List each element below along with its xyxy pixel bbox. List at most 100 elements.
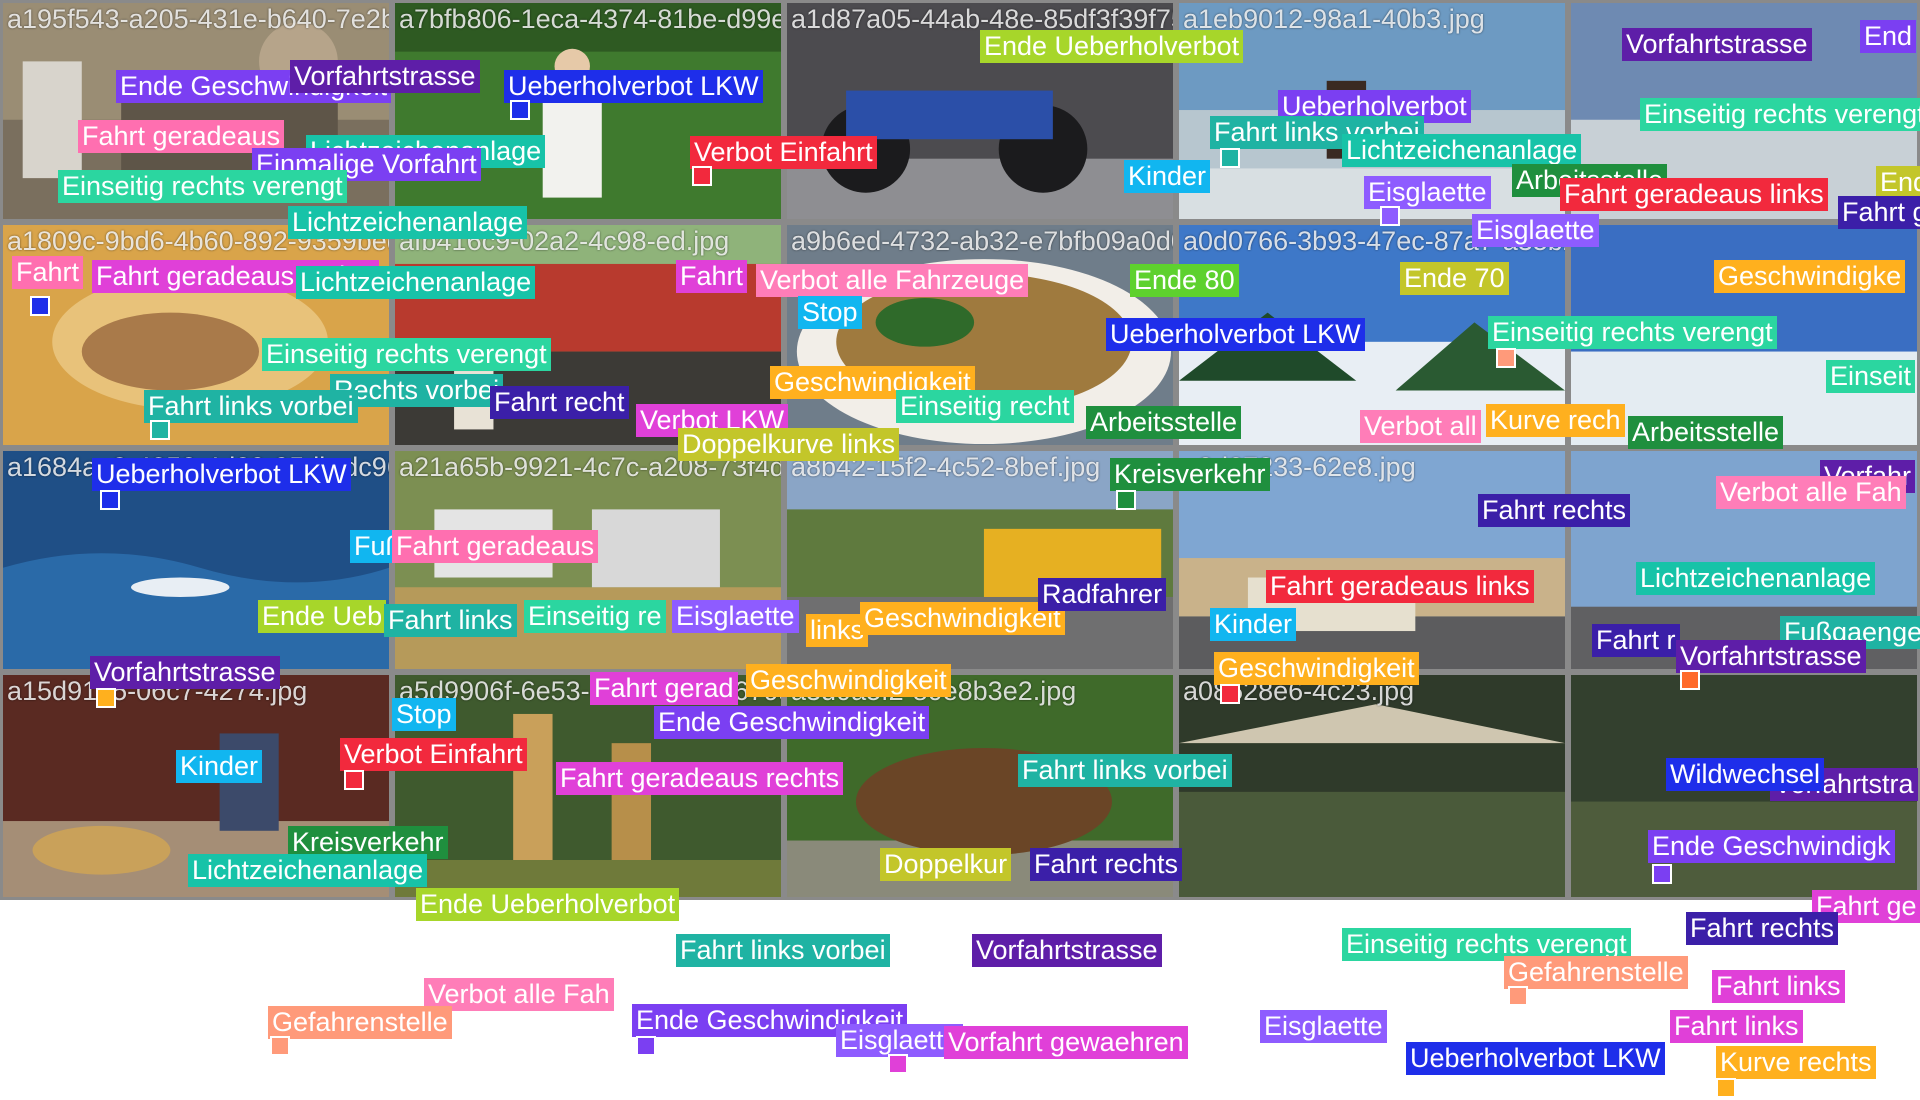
detection-label: links <box>806 614 869 647</box>
image-tile-2: a7bfb806-1eca-4374-81be-d99e664f1627.jpg <box>392 0 784 222</box>
traffic-sign-icon <box>1680 670 1700 690</box>
detection-label: Einseitig rechts verengt <box>1640 98 1920 131</box>
detection-label: Fahrt links <box>1712 970 1845 1003</box>
detection-label: Doppelkurve links <box>678 428 900 461</box>
detection-label: Eisglaette <box>672 600 799 633</box>
traffic-sign-icon <box>1380 206 1400 226</box>
detection-label: Fahrt g <box>1838 196 1920 229</box>
detection-label: Ende Geschwindigk <box>1648 830 1895 863</box>
detection-label: Fahrt r <box>1592 624 1680 657</box>
detection-label: Einseitig rechts verengt <box>1488 316 1777 349</box>
detection-label: Einseitig rechts verengt <box>58 170 347 203</box>
detection-label: Einseitig recht <box>896 390 1074 423</box>
detection-label: Geschwindigkeit <box>1214 652 1419 685</box>
traffic-sign-icon <box>150 420 170 440</box>
detection-label: Ueberholverbot LKW <box>1406 1042 1665 1075</box>
detection-label: Verbot alle Fah <box>424 978 614 1011</box>
image-tile-13: a15d9125-06c7-4274.jpg <box>0 672 392 900</box>
detection-label: Fahrt <box>12 256 84 289</box>
detection-label: Geschwindigkeit <box>860 602 1065 635</box>
traffic-sign-icon <box>692 166 712 186</box>
detection-label: Vorfahrtstrasse <box>1622 28 1812 61</box>
traffic-sign-icon <box>1508 986 1528 1006</box>
detection-label: Vorfahrt gewaehren <box>944 1026 1188 1059</box>
detection-label: Verbot alle Fahrzeuge <box>756 264 1029 297</box>
traffic-sign-icon <box>96 688 116 708</box>
detection-label: Vorfahrtstrasse <box>90 656 280 689</box>
detection-label: Geschwindigke <box>1714 260 1906 293</box>
tile-filename: a195f543-a205-431e-b640-7e2b9cd82b4e.jpg <box>7 4 389 34</box>
detection-label: Verbot alle Fah <box>1716 476 1906 509</box>
detection-label: Fahrt links <box>1670 1010 1803 1043</box>
detection-label: Fahrt rechts <box>1478 494 1631 527</box>
detection-label: Einseitig re <box>524 600 666 633</box>
detection-label: Lichtzeichenanlage <box>188 854 428 887</box>
detection-label: Ende 80 <box>1130 264 1239 297</box>
detection-label: Wildwechsel <box>1666 758 1825 791</box>
detection-label: Fahrt geradeaus links <box>1560 178 1828 211</box>
detection-label: Lichtzeichenanlage <box>1636 562 1876 595</box>
detection-label: Kurve rechts <box>1716 1046 1876 1079</box>
detection-label: Vorfahrtstrasse <box>290 60 480 93</box>
detection-label: Radfahrer <box>1038 578 1167 611</box>
detection-label: Fahrt links vorbei <box>676 934 890 967</box>
detection-label: Geschwindigkeit <box>746 664 951 697</box>
detection-label: Fahrt gerad <box>590 672 738 705</box>
detection-label: Fahrt rechts <box>1030 848 1183 881</box>
traffic-sign-icon <box>270 1036 290 1056</box>
detection-label: Ueberholverbot LKW <box>504 70 763 103</box>
traffic-sign-icon <box>1220 148 1240 168</box>
traffic-sign-icon <box>1496 348 1516 368</box>
detection-label: Fahrt links vorbei <box>1018 754 1232 787</box>
detection-label: Fahrt geradeaus links <box>1266 570 1534 603</box>
detection-label: Fahrt rechts <box>1686 912 1839 945</box>
detection-label: Fahrt <box>676 260 748 293</box>
detection-label: Einseit <box>1826 360 1916 393</box>
detection-label: Gefahrenstelle <box>268 1006 452 1039</box>
detection-label: Fahrt links <box>384 604 517 637</box>
detection-label: Fahrt geradeaus <box>392 530 599 563</box>
detection-label: Fahrt geradeaus rechts <box>556 762 844 795</box>
detection-label: Arbeitsstelle <box>1086 406 1242 439</box>
detection-label: Ende <box>1876 166 1920 199</box>
detection-label: Kinder <box>176 750 263 783</box>
traffic-sign-icon <box>1652 864 1672 884</box>
detection-label: Fahrt geradeaus <box>78 120 285 153</box>
detection-label: Kreisverkehr <box>288 826 448 859</box>
detection-label: Verbot Einfahrt <box>690 136 877 169</box>
traffic-sign-icon <box>510 100 530 120</box>
detection-label: Einseitig rechts verengt <box>1342 928 1631 961</box>
detection-label: Ueberholverbot LKW <box>92 458 351 491</box>
detection-label: Verbot all <box>1360 410 1481 443</box>
detection-label: Kreisverkehr <box>1110 458 1270 491</box>
detection-label: Fahrt links vorbei <box>1210 116 1424 149</box>
tile-filename: a1eb9012-98a1-40b3.jpg <box>1183 4 1485 34</box>
detection-label: Kurve rech <box>1486 404 1625 437</box>
detection-label: Fahrt recht <box>490 386 629 419</box>
tile-filename: a1d87a05-44ab-48e-85df3f39f7558e19.jpg <box>791 4 1173 34</box>
tile-filename: a7bfb806-1eca-4374-81be-d99e664f1627.jpg <box>399 4 781 34</box>
scene-patio-umbrella <box>1179 675 1565 897</box>
detection-label: Ende Geschwindigkeit <box>654 706 930 739</box>
detection-label: Ende 70 <box>1400 262 1509 295</box>
traffic-sign-icon <box>1716 1078 1736 1098</box>
detection-label: Kinder <box>1210 608 1297 641</box>
scene-tennis-court <box>395 3 781 219</box>
detection-label: Stop <box>798 296 862 329</box>
traffic-sign-icon <box>888 1054 908 1074</box>
detection-label: Eisglaette <box>836 1024 963 1057</box>
detection-label: Lichtzeichenanlage <box>296 266 536 299</box>
detection-label: Verbot Einfahrt <box>340 738 527 771</box>
detection-label: Lichtzeichenanlage <box>288 206 528 239</box>
detection-label: Doppelkur <box>880 848 1012 881</box>
detection-label: Gefahrenstelle <box>1504 956 1688 989</box>
image-tile-16: a08528e6-4c23.jpg <box>1176 672 1568 900</box>
detection-label: Ende Ueberholverbot <box>416 888 680 921</box>
detection-label: Stop <box>392 698 456 731</box>
detection-label: Ende Ueb <box>258 600 387 633</box>
traffic-sign-icon <box>1116 490 1136 510</box>
traffic-sign-icon <box>30 296 50 316</box>
detection-label: Fahrt links vorbei <box>144 390 358 423</box>
traffic-sign-icon <box>344 770 364 790</box>
